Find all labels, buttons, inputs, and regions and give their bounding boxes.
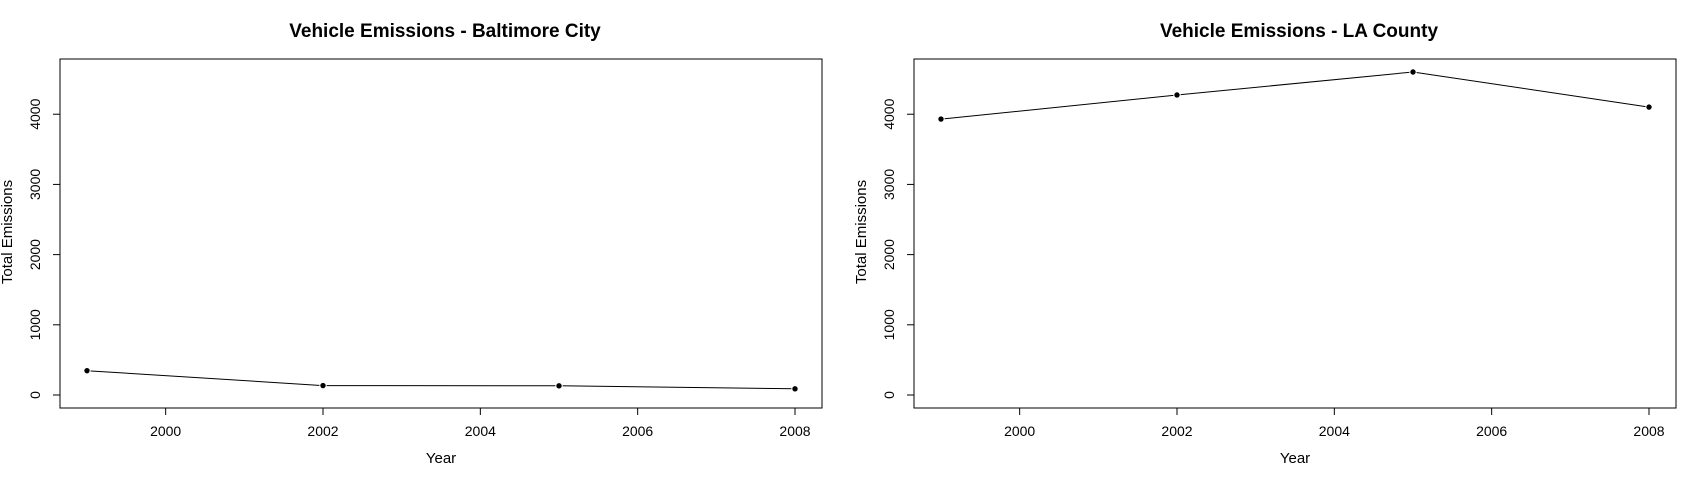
y-axis-label: Total Emissions: [0, 180, 16, 284]
x-axis-label: Year: [1280, 450, 1310, 467]
data-point: [555, 382, 563, 390]
x-tick-label: 2008: [1633, 423, 1664, 439]
x-tick-label: 2006: [622, 423, 653, 439]
x-tick-label: 2006: [1476, 423, 1507, 439]
chart-title: Vehicle Emissions - LA County: [1160, 21, 1438, 42]
data-point: [319, 381, 327, 390]
x-tick-label: 2000: [150, 423, 181, 439]
x-axis-label: Year: [426, 450, 456, 467]
series-line: [940, 71, 1650, 120]
y-tick-label: 4000: [881, 98, 897, 129]
y-tick-label: 3000: [881, 169, 897, 200]
x-tick-label: 2008: [779, 423, 810, 439]
y-tick-label: 1000: [27, 309, 43, 340]
x-tick-label: 2002: [1161, 423, 1192, 439]
x-tick-label: 2004: [1319, 423, 1350, 439]
data-point: [83, 366, 91, 375]
x-tick-label: 2002: [307, 423, 338, 439]
x-tick-label: 2004: [465, 423, 496, 439]
data-point: [791, 385, 799, 393]
y-tick-label: 4000: [27, 98, 43, 129]
y-axis-label: Total Emissions: [853, 180, 870, 284]
y-tick-label: 2000: [27, 239, 43, 270]
y-tick-label: 3000: [27, 169, 43, 200]
panel-baltimore-city: Vehicle Emissions - Baltimore City Year …: [0, 21, 823, 467]
data-point: [1173, 91, 1181, 99]
x-tick-label: 2000: [1004, 423, 1035, 439]
y-tick-label: 0: [27, 391, 43, 399]
y-tick-label: 1000: [881, 309, 897, 340]
chart-title: Vehicle Emissions - Baltimore City: [289, 21, 601, 42]
y-tick-label: 0: [881, 391, 897, 399]
series-line: [86, 370, 796, 390]
plot-frame: [59, 58, 823, 409]
panel-la-county: Vehicle Emissions - LA County Year Total…: [853, 21, 1677, 467]
data-point: [1409, 68, 1417, 76]
data-point: [1645, 103, 1653, 111]
plot-frame: [913, 58, 1677, 409]
y-tick-label: 2000: [881, 239, 897, 270]
data-point: [937, 115, 945, 123]
